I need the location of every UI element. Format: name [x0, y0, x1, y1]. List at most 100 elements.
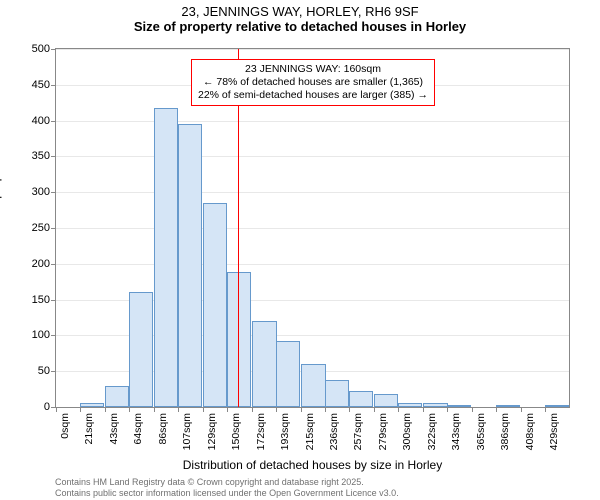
credits-line1: Contains HM Land Registry data © Crown c…	[55, 477, 399, 487]
xtick-mark	[423, 407, 424, 412]
xtick-mark	[154, 407, 155, 412]
xtick-mark	[374, 407, 375, 412]
histogram-bar	[80, 403, 104, 407]
xtick-mark	[496, 407, 497, 412]
histogram-bar	[447, 405, 471, 407]
ytick-mark	[51, 228, 56, 229]
annotation-line: 23 JENNINGS WAY: 160sqm	[198, 63, 428, 76]
xtick-label: 107sqm	[181, 413, 193, 450]
ytick-mark	[51, 300, 56, 301]
histogram-bar	[105, 386, 129, 407]
ytick-mark	[51, 156, 56, 157]
xtick-mark	[398, 407, 399, 412]
ytick-label: 150	[32, 294, 50, 306]
credits-line2: Contains public sector information licen…	[55, 488, 399, 498]
histogram-bar	[154, 108, 178, 407]
ytick-label: 400	[32, 115, 50, 127]
xtick-mark	[276, 407, 277, 412]
y-axis-label-wrap: Number of detached properties	[2, 48, 16, 408]
xtick-label: 429sqm	[548, 413, 560, 450]
histogram-bar	[349, 391, 373, 407]
y-axis-label: Number of detached properties	[0, 48, 2, 408]
xtick-mark	[178, 407, 179, 412]
title-description: Size of property relative to detached ho…	[0, 19, 600, 34]
ytick-label: 0	[44, 401, 50, 413]
chart-container: 23, JENNINGS WAY, HORLEY, RH6 9SF Size o…	[0, 0, 600, 500]
xtick-mark	[105, 407, 106, 412]
histogram-bar	[325, 380, 349, 407]
xtick-label: 64sqm	[132, 413, 144, 445]
histogram-bar	[276, 341, 300, 407]
xtick-mark	[521, 407, 522, 412]
ytick-label: 250	[32, 222, 50, 234]
histogram-bar	[203, 203, 227, 407]
xtick-mark	[129, 407, 130, 412]
xtick-mark	[203, 407, 204, 412]
histogram-bar	[398, 403, 422, 407]
ytick-label: 50	[38, 365, 50, 377]
annotation-line: 22% of semi-detached houses are larger (…	[198, 89, 428, 102]
ytick-mark	[51, 192, 56, 193]
xtick-label: 279sqm	[377, 413, 389, 450]
ytick-mark	[51, 264, 56, 265]
xtick-label: 172sqm	[255, 413, 267, 450]
histogram-bar	[178, 124, 202, 407]
ytick-mark	[51, 121, 56, 122]
gridline	[56, 192, 569, 193]
xtick-label: 343sqm	[450, 413, 462, 450]
histogram-bar	[129, 292, 153, 407]
gridline	[56, 228, 569, 229]
xtick-label: 365sqm	[475, 413, 487, 450]
ytick-mark	[51, 335, 56, 336]
gridline	[56, 121, 569, 122]
xtick-label: 150sqm	[230, 413, 242, 450]
xtick-mark	[325, 407, 326, 412]
annotation-box: 23 JENNINGS WAY: 160sqm← 78% of detached…	[191, 59, 435, 106]
x-axis-label: Distribution of detached houses by size …	[55, 458, 570, 472]
xtick-label: 300sqm	[401, 413, 413, 450]
xtick-label: 408sqm	[524, 413, 536, 450]
ytick-mark	[51, 85, 56, 86]
histogram-bar	[301, 364, 325, 407]
plot-area: 0501001502002503003504004505000sqm21sqm4…	[55, 48, 570, 408]
histogram-bar	[423, 403, 447, 407]
xtick-label: 43sqm	[108, 413, 120, 445]
histogram-bar	[496, 405, 520, 407]
credits: Contains HM Land Registry data © Crown c…	[55, 477, 399, 498]
xtick-label: 257sqm	[352, 413, 364, 450]
xtick-mark	[56, 407, 57, 412]
histogram-bar	[374, 394, 398, 407]
ytick-mark	[51, 49, 56, 50]
xtick-label: 215sqm	[304, 413, 316, 450]
xtick-label: 21sqm	[83, 413, 95, 445]
gridline	[56, 49, 569, 50]
ytick-label: 100	[32, 329, 50, 341]
ytick-label: 350	[32, 150, 50, 162]
histogram-bar	[252, 321, 276, 407]
xtick-label: 86sqm	[157, 413, 169, 445]
gridline	[56, 264, 569, 265]
xtick-mark	[447, 407, 448, 412]
xtick-mark	[349, 407, 350, 412]
xtick-label: 386sqm	[499, 413, 511, 450]
xtick-mark	[227, 407, 228, 412]
ytick-label: 450	[32, 79, 50, 91]
xtick-mark	[472, 407, 473, 412]
xtick-mark	[301, 407, 302, 412]
annotation-line: ← 78% of detached houses are smaller (1,…	[198, 76, 428, 89]
xtick-mark	[545, 407, 546, 412]
xtick-label: 0sqm	[59, 413, 71, 439]
ytick-label: 500	[32, 43, 50, 55]
xtick-label: 193sqm	[279, 413, 291, 450]
title-block: 23, JENNINGS WAY, HORLEY, RH6 9SF Size o…	[0, 0, 600, 34]
xtick-label: 236sqm	[328, 413, 340, 450]
ytick-mark	[51, 371, 56, 372]
title-address: 23, JENNINGS WAY, HORLEY, RH6 9SF	[0, 4, 600, 19]
histogram-bar	[545, 405, 569, 407]
xtick-mark	[80, 407, 81, 412]
ytick-label: 200	[32, 258, 50, 270]
xtick-label: 322sqm	[426, 413, 438, 450]
xtick-mark	[252, 407, 253, 412]
xtick-label: 129sqm	[206, 413, 218, 450]
gridline	[56, 156, 569, 157]
